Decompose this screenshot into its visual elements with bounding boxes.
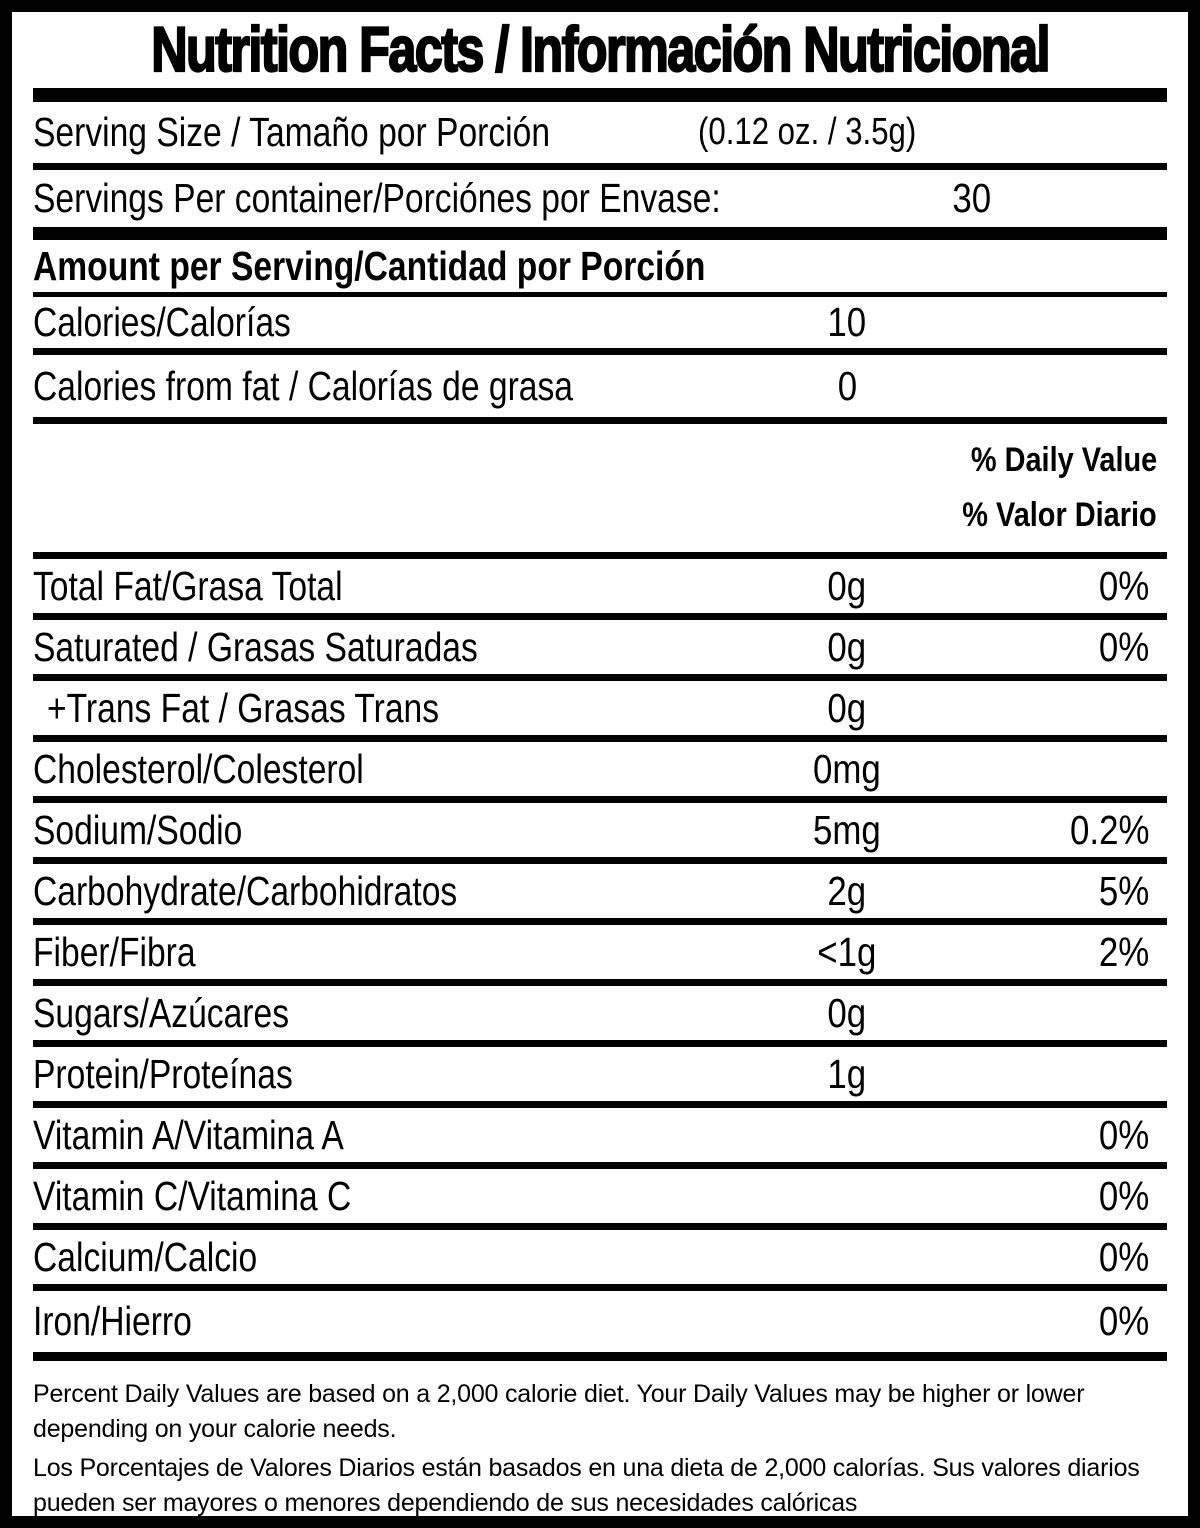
nutrient-amount: 0g	[827, 684, 867, 731]
nutrient-label: Vitamin A/Vitamina A	[33, 1111, 344, 1158]
nutrient-amount: <1g	[817, 928, 877, 975]
nutrient-dv: 0%	[1098, 1298, 1149, 1344]
nutrient-row-calcium: Calcium/Calcio 0%	[33, 1230, 1167, 1291]
nutrient-label: Iron/Hierro	[33, 1298, 192, 1344]
calories-from-fat-value: 0	[837, 362, 857, 409]
serving-size-label: Serving Size / Tamaño por Porción	[33, 109, 551, 155]
nutrient-row-iron: Iron/Hierro 0%	[33, 1291, 1167, 1352]
nutrient-label: Sodium/Sodio	[33, 806, 243, 853]
nutrient-row-trans-fat: +Trans Fat / Grasas Trans 0g	[33, 681, 1167, 742]
daily-value-heading: % Daily Value % Valor Diario	[33, 424, 1167, 559]
nutrient-row-cholesterol: Cholesterol/Colesterol 0mg	[33, 742, 1167, 803]
nutrient-dv: 0%	[1098, 1172, 1149, 1219]
servings-per-container-value: 30	[952, 175, 992, 221]
nutrient-dv: 0%	[1098, 562, 1149, 609]
nutrient-amount: 0g	[827, 562, 867, 609]
footnote-en: Percent Daily Values are based on a 2,00…	[33, 1380, 1085, 1443]
nutrient-label: Sugars/Azúcares	[33, 989, 290, 1036]
nutrient-label: +Trans Fat / Grasas Trans	[47, 684, 440, 731]
label-header: Nutrition Facts / Información Nutriciona…	[33, 12, 1167, 88]
amount-per-serving-heading: Amount per Serving/Cantidad por Porción	[33, 240, 1167, 297]
daily-value-heading-es: % Valor Diario	[962, 496, 1157, 535]
nutrient-label: Calcium/Calcio	[33, 1233, 258, 1280]
thick-divider-top	[33, 88, 1167, 102]
nutrient-row-sugars: Sugars/Azúcares 0g	[33, 986, 1167, 1047]
nutrient-amount: 0mg	[813, 745, 881, 792]
serving-size-value: (0.12 oz. / 3.5g)	[697, 111, 916, 153]
footnotes: Percent Daily Values are based on a 2,00…	[33, 1361, 1167, 1521]
nutrient-dv: 2%	[1098, 928, 1149, 975]
calories-from-fat-row: Calories from fat / Calorías de grasa 0	[33, 355, 1167, 424]
nutrient-row-fiber: Fiber/Fibra <1g 2%	[33, 925, 1167, 986]
nutrient-dv: 0%	[1098, 623, 1149, 670]
daily-value-heading-en: % Daily Value	[970, 440, 1157, 479]
nutrient-dv: 5%	[1098, 867, 1149, 914]
nutrient-label: Total Fat/Grasa Total	[33, 562, 343, 609]
nutrient-row-vitamin-a: Vitamin A/Vitamina A 0%	[33, 1108, 1167, 1169]
nutrient-row-total-fat: Total Fat/Grasa Total 0g 0%	[33, 559, 1167, 620]
footnote-es: Los Porcentajes de Valores Diarios están…	[33, 1454, 1140, 1517]
nutrient-label: Fiber/Fibra	[33, 928, 196, 975]
servings-per-container-row: Servings Per container/Porciónes por Env…	[33, 170, 1167, 227]
nutrient-dv: 0%	[1098, 1233, 1149, 1280]
thick-divider-bottom	[33, 1352, 1167, 1361]
nutrient-row-vitamin-c: Vitamin C/Vitamina C 0%	[33, 1169, 1167, 1230]
nutrient-amount: 2g	[827, 867, 867, 914]
nutrient-label: Saturated / Grasas Saturadas	[33, 623, 478, 670]
thick-divider-serving	[33, 227, 1167, 240]
nutrient-label: Cholesterol/Colesterol	[33, 745, 364, 792]
nutrient-amount: 1g	[827, 1050, 867, 1097]
amount-per-serving-label: Amount per Serving/Cantidad por Porción	[33, 242, 706, 289]
calories-value: 10	[827, 299, 867, 345]
nutrient-amount: 5mg	[813, 806, 881, 853]
nutrient-label: Carbohydrate/Carbohidratos	[33, 867, 458, 914]
nutrient-label: Protein/Proteínas	[33, 1050, 293, 1097]
nutrient-dv: 0%	[1098, 1111, 1149, 1158]
servings-per-container-label: Servings Per container/Porciónes por Env…	[33, 175, 721, 221]
label-title: Nutrition Facts / Información Nutriciona…	[150, 14, 1051, 86]
nutrient-row-sodium: Sodium/Sodio 5mg 0.2%	[33, 803, 1167, 864]
nutrient-row-carbohydrate: Carbohydrate/Carbohidratos 2g 5%	[33, 864, 1167, 925]
nutrient-row-protein: Protein/Proteínas 1g	[33, 1047, 1167, 1108]
nutrient-amount: 0g	[827, 623, 867, 670]
nutrient-amount: 0g	[827, 989, 867, 1036]
calories-row: Calories/Calorías 10	[33, 297, 1167, 355]
calories-label: Calories/Calorías	[33, 299, 291, 345]
calories-from-fat-label: Calories from fat / Calorías de grasa	[33, 362, 574, 409]
serving-size-row: Serving Size / Tamaño por Porción (0.12 …	[33, 102, 1167, 170]
nutrient-row-saturated-fat: Saturated / Grasas Saturadas 0g 0%	[33, 620, 1167, 681]
nutrient-dv: 0.2%	[1069, 806, 1149, 853]
nutrient-label: Vitamin C/Vitamina C	[33, 1172, 352, 1219]
